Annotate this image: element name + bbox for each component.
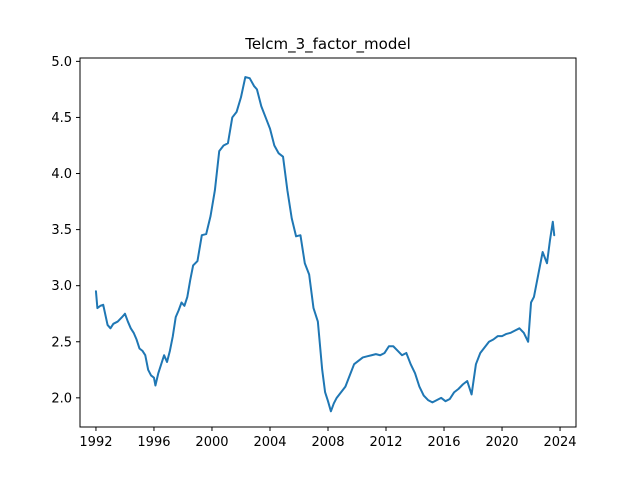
y-tick-label: 3.5 (51, 223, 72, 238)
x-tick-label: 2020 (485, 435, 518, 450)
y-tick-label: 4.5 (51, 111, 72, 126)
x-tick-label: 2024 (543, 435, 576, 450)
x-tick-label: 1996 (137, 435, 170, 450)
x-tick-label: 2000 (195, 435, 228, 450)
x-tick-label: 1992 (79, 435, 112, 450)
series-line (94, 76, 556, 413)
y-tick-label: 4.0 (51, 167, 72, 182)
plot-frame (79, 57, 577, 428)
y-tick-label: 2.0 (51, 391, 72, 406)
x-tick-label: 2012 (369, 435, 402, 450)
x-tick-label: 2008 (311, 435, 344, 450)
y-tick-label: 5.0 (51, 55, 72, 70)
x-tick-label: 2004 (253, 435, 286, 450)
y-tick-label: 2.5 (51, 335, 72, 350)
chart-title: Telcm_3_factor_model (244, 35, 411, 54)
x-tick-label: 2016 (427, 435, 460, 450)
x-axis-ticks: 1992 1996 2000 2004 2008 2012 2016 2020 2024 (79, 427, 577, 450)
y-tick-label: 3.0 (51, 279, 72, 294)
series-layer (94, 76, 556, 413)
y-axis-ticks: 2.0 2.5 3.0 3.5 4.0 4.5 5.0 (51, 55, 80, 406)
